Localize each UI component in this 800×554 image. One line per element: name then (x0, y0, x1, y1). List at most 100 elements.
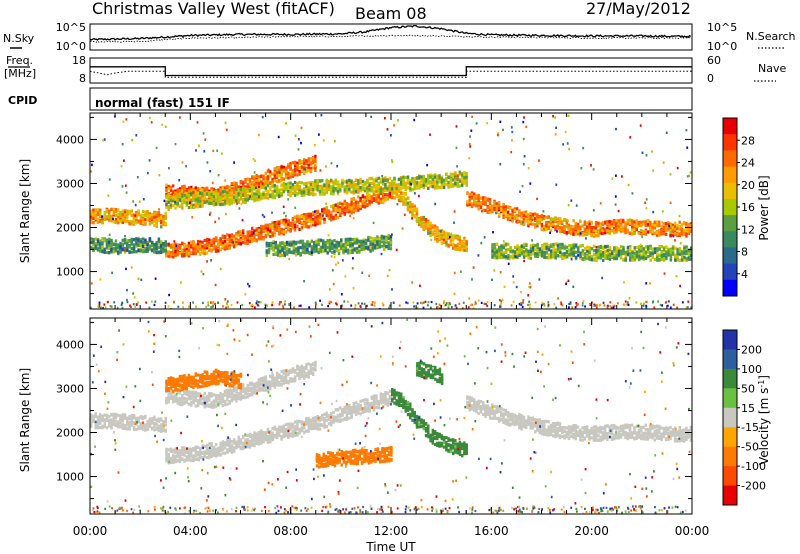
range-cell (325, 209, 328, 213)
range-cell (194, 198, 197, 202)
range-cell (429, 231, 432, 235)
range-cell (383, 241, 386, 245)
range-cell (624, 224, 627, 229)
range-cell (413, 215, 416, 219)
range-cell (235, 193, 238, 197)
range-cell (669, 234, 672, 238)
range-cell (352, 191, 355, 195)
range-cell (309, 188, 313, 192)
range-cell (265, 250, 268, 254)
range-cell (169, 245, 173, 249)
range-cell (312, 159, 315, 163)
range-cell (94, 237, 97, 241)
range-cell (678, 220, 681, 224)
range-cell (368, 181, 371, 185)
range-cell (475, 200, 478, 204)
range-cell (583, 247, 587, 251)
range-cell (219, 202, 222, 206)
range-cell (382, 179, 385, 183)
range-cell (296, 161, 299, 165)
range-cell (130, 209, 133, 213)
nsky-series-nsearch (90, 34, 691, 43)
range-cell (233, 237, 236, 241)
range-cell (237, 190, 240, 194)
range-cell (239, 187, 243, 191)
range-cell (479, 206, 483, 210)
range-cell (388, 190, 392, 194)
range-cell (269, 229, 272, 233)
range-cell (121, 246, 124, 250)
range-cell (337, 248, 341, 253)
range-cell (266, 231, 270, 235)
range-cell (375, 177, 378, 181)
range-cell (608, 248, 612, 252)
range-cell (210, 198, 213, 202)
range-cell (278, 220, 281, 224)
range-cell (141, 237, 145, 241)
range-cell (208, 191, 211, 195)
range-cell (349, 237, 352, 241)
range-cell (604, 254, 607, 259)
range-cell (266, 184, 270, 188)
range-cell (611, 254, 614, 258)
range-cell (298, 219, 301, 224)
range-cell (265, 241, 268, 245)
range-cell (330, 185, 333, 189)
range-cell (108, 251, 111, 255)
range-cell (409, 200, 412, 204)
range-cell (576, 225, 580, 229)
range-cell (559, 244, 562, 248)
freq-frame (89, 57, 693, 84)
range-cell (583, 252, 587, 256)
range-cell (264, 186, 267, 190)
range-cell (309, 166, 313, 170)
range-cell (565, 231, 568, 235)
range-cell (119, 241, 122, 245)
range-cell (221, 192, 225, 196)
range-cell (293, 215, 297, 219)
range-cell (318, 179, 322, 183)
range-cell (532, 243, 535, 247)
range-cell (384, 182, 387, 186)
range-cell (99, 211, 102, 216)
range-cell (436, 239, 439, 243)
range-cell (343, 186, 346, 190)
range-cell (284, 230, 288, 234)
range-cell (146, 243, 149, 247)
range-cell (279, 249, 282, 253)
range-cell (315, 242, 318, 246)
range-cell (315, 244, 318, 248)
range-cell (588, 248, 591, 253)
range-cell (452, 246, 455, 250)
range-cell (296, 224, 299, 229)
range-cell (275, 168, 279, 172)
range-cell (336, 182, 340, 186)
range-cell (635, 221, 638, 225)
range-cell (370, 197, 374, 201)
range-cell (332, 204, 335, 208)
range-cell (506, 213, 510, 217)
range-cell (242, 229, 245, 233)
range-cell (631, 251, 634, 255)
range-cell (296, 168, 299, 172)
range-cell (608, 227, 611, 231)
freq-tick-bottom: 8 (79, 72, 86, 85)
range-cell (342, 247, 345, 251)
range-cell (509, 255, 512, 259)
range-cell (221, 240, 225, 244)
range-cell (649, 230, 652, 234)
range-cell (486, 206, 489, 210)
range-cell (622, 251, 625, 255)
range-cell (649, 258, 652, 262)
range-cell (99, 242, 102, 246)
range-cell (303, 190, 306, 194)
range-cell (420, 220, 423, 224)
range-cell (284, 168, 288, 172)
range-cell (536, 252, 539, 256)
range-cell (172, 255, 175, 259)
range-cell (590, 226, 593, 230)
range-cell (389, 243, 393, 247)
nsky-tick-bottom: 10^0 (56, 40, 86, 53)
range-cell (139, 244, 143, 248)
range-cell (275, 220, 279, 224)
